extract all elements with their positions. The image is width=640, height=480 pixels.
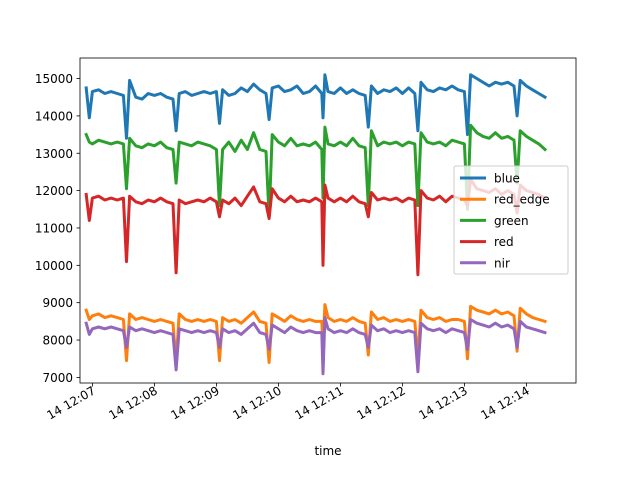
legend-label-red: red	[494, 235, 514, 249]
legend-item-red-edge[interactable]: red_edge	[460, 193, 550, 207]
x-tick-label: 14 12:13	[416, 383, 469, 422]
legend-box	[453, 165, 569, 275]
plot-area-frame	[79, 57, 577, 384]
y-tick-label: 12000	[35, 184, 73, 198]
x-tick-label: 14 12:14	[478, 383, 531, 422]
y-tick-label: 13000	[35, 147, 73, 161]
legend-label-green: green	[494, 214, 529, 228]
x-tick-label: 14 12:12	[354, 383, 407, 422]
x-tick-label: 14 12:08	[106, 383, 159, 422]
series-line-red-edge	[84, 303, 547, 364]
legend-label-blue: blue	[494, 172, 520, 186]
legend-label-red-edge: red_edge	[494, 193, 550, 207]
series-line-blue	[84, 73, 548, 140]
legend-item-red[interactable]: red	[460, 235, 514, 249]
y-tick-label: 10000	[35, 259, 73, 273]
y-tick-label: 15000	[35, 72, 73, 86]
legend-item-green[interactable]: green	[460, 214, 529, 228]
y-axis: 7000 8000 9000 10000 11000 12000 13000 14000 150…	[35, 72, 80, 385]
y-tick-label: 14000	[35, 109, 73, 123]
legend-item-nir[interactable]: nir	[460, 256, 510, 270]
x-tick-label: 14 12:07	[44, 383, 97, 422]
x-axis: 14 12:07 14 12:08 14 12:09 14 12:10 14 12:11…	[44, 383, 532, 422]
x-tick-label: 14 12:09	[168, 383, 221, 422]
x-tick-label: 14 12:10	[230, 383, 283, 422]
y-tick-label: 9000	[42, 296, 73, 310]
x-tick-label: 14 12:11	[292, 383, 345, 422]
x-axis-label: time	[314, 444, 341, 458]
legend-label-nir: nir	[494, 256, 510, 270]
series-line-nir	[84, 316, 547, 376]
y-tick-label: 8000	[42, 334, 73, 348]
legend-item-blue[interactable]: blue	[460, 172, 520, 186]
y-tick-label: 11000	[35, 221, 73, 235]
y-tick-label: 7000	[42, 371, 73, 385]
